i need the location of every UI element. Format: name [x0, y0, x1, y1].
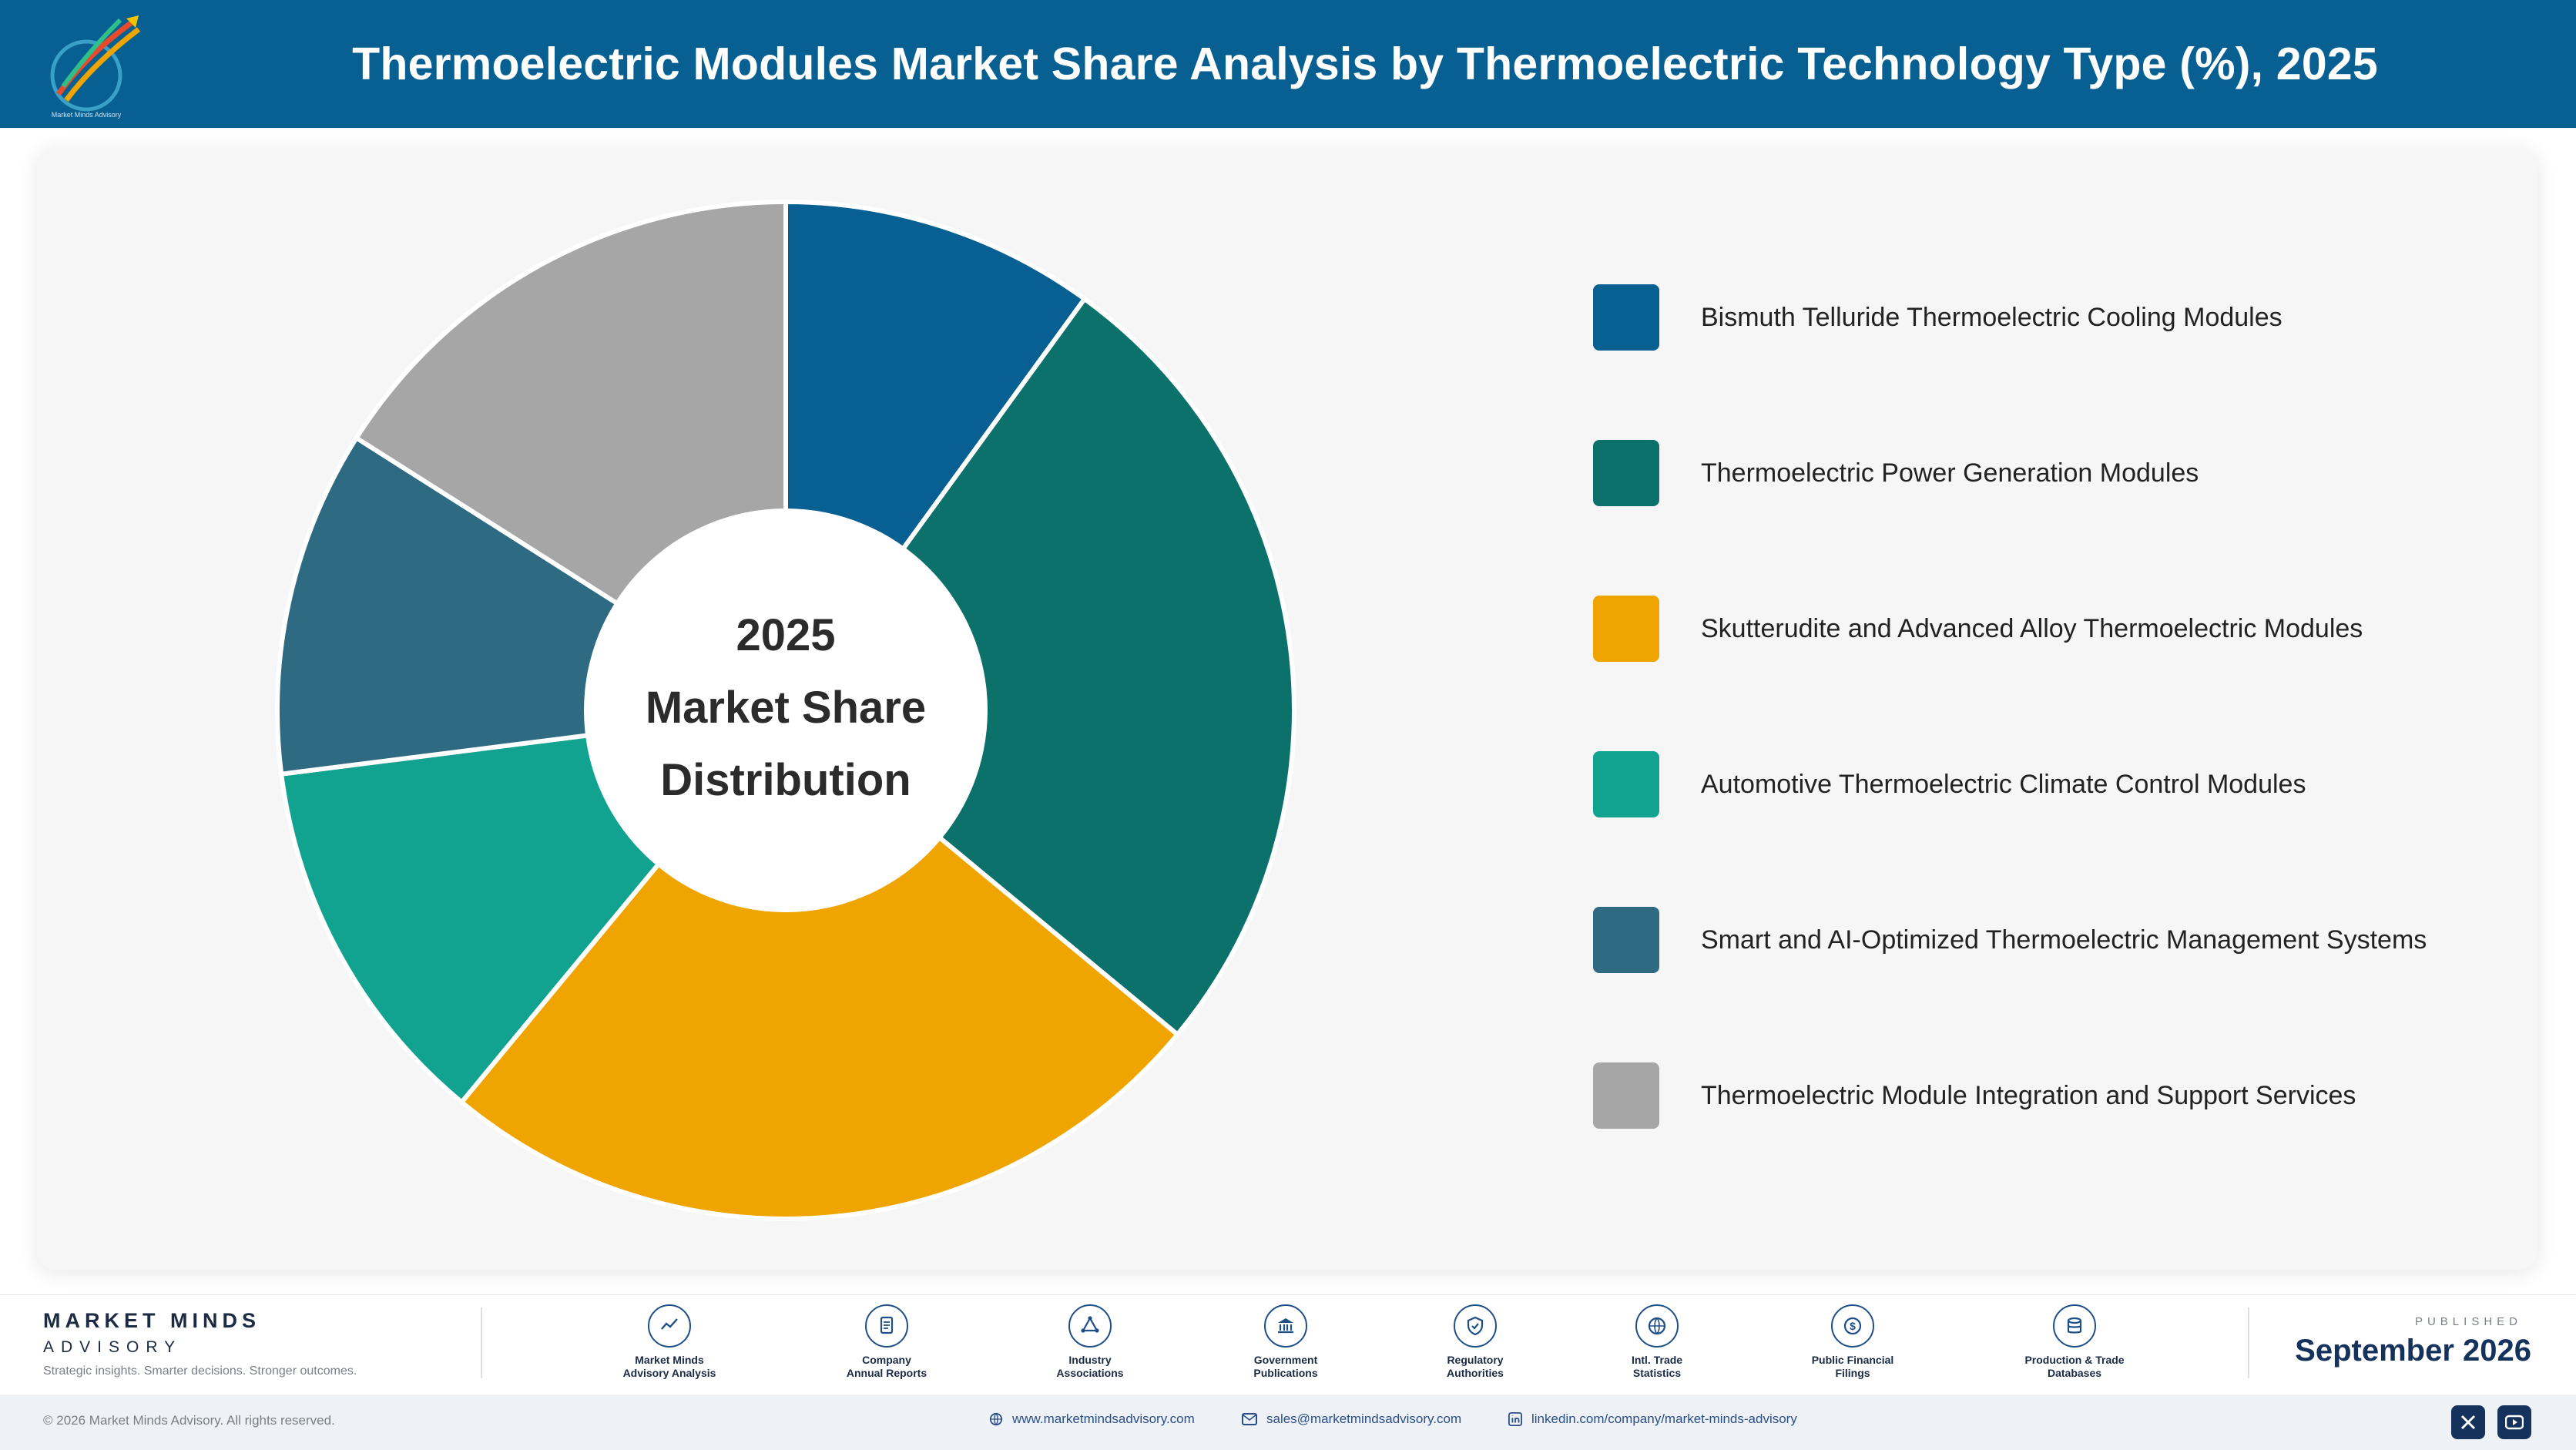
source-label: Government Publications	[1253, 1354, 1318, 1379]
legend-swatch	[1593, 596, 1659, 662]
brand-tagline: Strategic insights. Smarter decisions. S…	[43, 1364, 357, 1378]
svg-text:$: $	[1850, 1320, 1856, 1332]
center-text-year: 2025	[736, 610, 835, 660]
legend-item[interactable]: Smart and AI-Optimized Thermoelectric Ma…	[1593, 906, 2427, 974]
network-icon	[1068, 1304, 1112, 1348]
market-minds-logo-icon[interactable]: Market Minds Advisory	[40, 9, 148, 120]
copyright: © 2026 Market Minds Advisory. All rights…	[43, 1413, 335, 1428]
legend-swatch	[1593, 284, 1659, 351]
legend-item[interactable]: Thermoelectric Module Integration and Su…	[1593, 1062, 2356, 1129]
published-date: September 2026	[2295, 1334, 2531, 1368]
globe-icon	[1635, 1304, 1679, 1348]
document-icon	[865, 1304, 908, 1348]
donut-slice-2[interactable]	[782, 295, 1296, 1038]
source-label: Regulatory Authorities	[1447, 1354, 1504, 1379]
legend-swatch	[1593, 1062, 1659, 1129]
linkedin-icon	[1508, 1412, 1522, 1426]
source-item[interactable]: Production & Trade Databases	[2001, 1304, 2148, 1380]
legend-item[interactable]: Bismuth Telluride Thermoelectric Cooling…	[1593, 284, 2283, 351]
source-item[interactable]: Regulatory Authorities	[1402, 1304, 1548, 1380]
source-label: Company Annual Reports	[846, 1354, 927, 1379]
legend-label: Smart and AI-Optimized Thermoelectric Ma…	[1701, 925, 2427, 955]
legend-swatch	[1593, 751, 1659, 817]
linkedin-text: linkedin.com/company/market-minds-adviso…	[1531, 1411, 1797, 1426]
bottom-bar: © 2026 Market Minds Advisory. All rights…	[0, 1395, 2576, 1450]
email-text: sales@marketmindsadvisory.com	[1266, 1411, 1462, 1426]
dollar-coin-icon: $	[1831, 1304, 1874, 1348]
youtube-icon[interactable]	[2497, 1405, 2531, 1439]
shield-check-icon	[1454, 1304, 1497, 1348]
source-item[interactable]: Government Publications	[1213, 1304, 1359, 1380]
published-label: PUBLISHED	[2414, 1315, 2522, 1328]
website-text: www.marketmindsadvisory.com	[1012, 1411, 1195, 1426]
brand-subtitle: ADVISORY	[43, 1338, 183, 1356]
legend-item[interactable]: Automotive Thermoelectric Climate Contro…	[1593, 750, 2306, 818]
footer-divider	[481, 1307, 482, 1378]
footer: MARKET MINDS ADVISORY Strategic insights…	[0, 1294, 2576, 1395]
donut-slice-3[interactable]	[458, 707, 1181, 1221]
brand-name: MARKET MINDS	[43, 1309, 260, 1332]
linkedin-link[interactable]: linkedin.com/company/market-minds-adviso…	[1508, 1411, 1797, 1427]
source-label: Intl. Trade Statistics	[1631, 1354, 1683, 1379]
email-link[interactable]: sales@marketmindsadvisory.com	[1242, 1411, 1461, 1427]
center-text-line3: Distribution	[660, 755, 911, 805]
trend-line-icon	[648, 1304, 691, 1348]
donut-chart: 2025 Market Share Distribution	[274, 199, 1296, 1221]
source-label: Production & Trade Databases	[2024, 1354, 2125, 1379]
source-label: Market Minds Advisory Analysis	[622, 1354, 716, 1379]
source-label: Public Financial Filings	[1811, 1354, 1894, 1379]
chart-card: 2025 Market Share Distribution Bismuth T…	[37, 148, 2537, 1270]
website-link[interactable]: www.marketmindsadvisory.com	[989, 1411, 1195, 1427]
source-item[interactable]: Market Minds Advisory Analysis	[596, 1304, 743, 1380]
center-text-line2: Market Share	[646, 683, 926, 733]
footer-divider	[2248, 1307, 2249, 1378]
globe-icon	[989, 1412, 1003, 1426]
database-icon	[2053, 1304, 2096, 1348]
mail-icon	[1242, 1413, 1257, 1425]
page-title: Thermoelectric Modules Market Share Anal…	[352, 39, 2378, 89]
legend-label: Thermoelectric Module Integration and Su…	[1701, 1080, 2356, 1110]
svg-text:Market Minds Advisory: Market Minds Advisory	[52, 111, 122, 119]
government-building-icon	[1264, 1304, 1307, 1348]
source-item[interactable]: $ Public Financial Filings	[1779, 1304, 1926, 1380]
legend-swatch	[1593, 907, 1659, 973]
header-bar: Market Minds Advisory Thermoelectric Mod…	[0, 0, 2576, 128]
source-item[interactable]: Intl. Trade Statistics	[1584, 1304, 1730, 1380]
legend-label: Bismuth Telluride Thermoelectric Cooling…	[1701, 302, 2283, 332]
legend-label: Thermoelectric Power Generation Modules	[1701, 458, 2199, 488]
legend-item[interactable]: Thermoelectric Power Generation Modules	[1593, 439, 2199, 507]
legend-item[interactable]: Skutterudite and Advanced Alloy Thermoel…	[1593, 595, 2363, 663]
legend-swatch	[1593, 440, 1659, 506]
legend-label: Skutterudite and Advanced Alloy Thermoel…	[1701, 613, 2363, 643]
source-item[interactable]: Industry Associations	[1017, 1304, 1163, 1380]
source-item[interactable]: Company Annual Reports	[813, 1304, 960, 1380]
source-label: Industry Associations	[1056, 1354, 1124, 1379]
legend-label: Automotive Thermoelectric Climate Contro…	[1701, 769, 2306, 799]
x-icon[interactable]	[2451, 1405, 2485, 1439]
donut-hole	[584, 509, 988, 912]
